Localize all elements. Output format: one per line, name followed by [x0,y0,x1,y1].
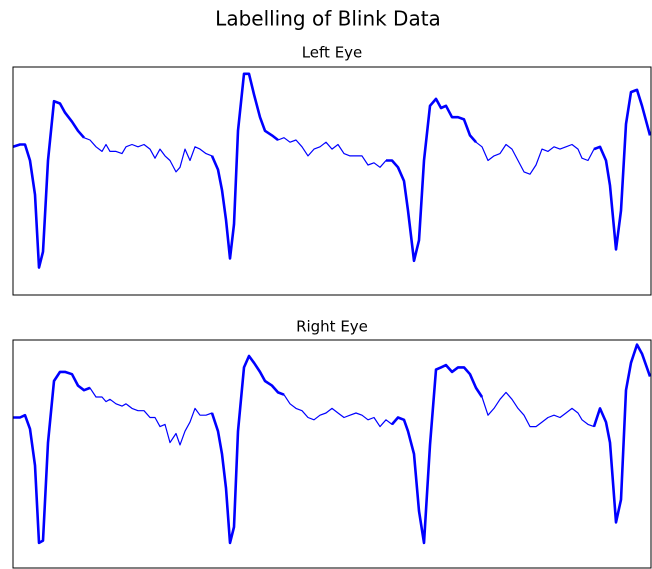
subplot-title: Right Eye [296,318,368,336]
figure-title: Labelling of Blink Data [215,7,441,31]
subplot-title: Left Eye [302,44,363,62]
signal-line [13,73,651,269]
plot-frame [12,339,652,569]
plot-frame [12,66,652,296]
blink-segment [593,88,651,251]
blink-segment [13,370,91,545]
blink-segment [210,354,285,545]
blink-segment [391,363,484,545]
blink-segment [592,343,651,524]
blink-segment [386,97,477,263]
blink-segment [210,72,279,260]
blink-segment [13,99,85,269]
signal-line [13,344,651,544]
